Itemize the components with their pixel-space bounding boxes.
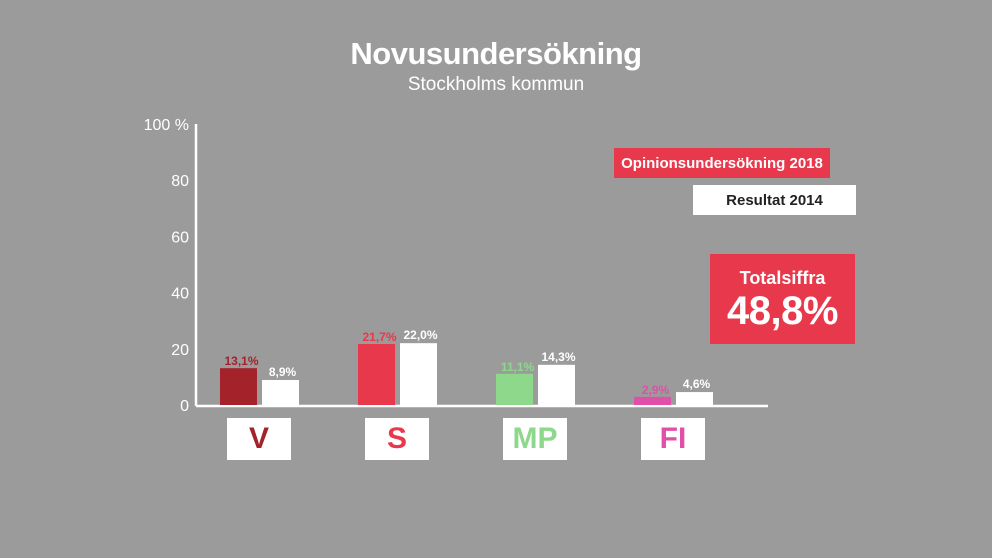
category-label-fi: FI: [641, 418, 705, 460]
chart-title: Novusundersökning: [350, 36, 642, 71]
bar-2018-mp: [496, 373, 533, 405]
data-label-2018-fi: 2,9%: [642, 383, 670, 397]
y-tick-label: 40: [171, 286, 189, 303]
category-label-s: S: [365, 418, 429, 460]
y-tick-label: 80: [171, 173, 189, 190]
data-label-2014-fi: 4,6%: [683, 377, 711, 391]
bar-2018-s: [358, 344, 395, 405]
legend-2018-label: Opinionsundersökning 2018: [621, 154, 823, 172]
total-box: Totalsiffra 48,8%: [710, 254, 855, 344]
legend-2018: Opinionsundersökning 2018: [614, 148, 830, 178]
y-tick-label: 0: [180, 398, 189, 415]
total-value: 48,8%: [727, 289, 838, 333]
y-tick-label: 100 %: [144, 117, 189, 134]
y-tick-label: 60: [171, 229, 189, 246]
chart-subtitle: Stockholms kommun: [407, 74, 585, 95]
category-label-v: V: [227, 418, 291, 460]
bar-2014-fi: [676, 392, 713, 405]
data-label-2018-s: 21,7%: [362, 330, 396, 344]
bar-2014-v: [262, 379, 299, 405]
bar-2014-mp: [538, 364, 575, 405]
data-label-2018-v: 13,1%: [224, 354, 258, 368]
bar-2018-v: [220, 368, 257, 405]
total-label: Totalsiffra: [739, 268, 826, 288]
data-label-2018-mp: 11,1%: [501, 360, 535, 374]
bar-2014-s: [400, 343, 437, 405]
data-label-2014-mp: 14,3%: [541, 350, 575, 364]
legend-2014-label: Resultat 2014: [726, 191, 823, 209]
data-label-2014-s: 22,0%: [403, 328, 437, 342]
data-label-2014-v: 8,9%: [269, 365, 297, 379]
bar-2018-fi: [634, 396, 671, 405]
category-label-mp: MP: [503, 418, 567, 460]
y-tick-label: 20: [171, 342, 189, 359]
legend-2014: Resultat 2014: [693, 185, 856, 215]
